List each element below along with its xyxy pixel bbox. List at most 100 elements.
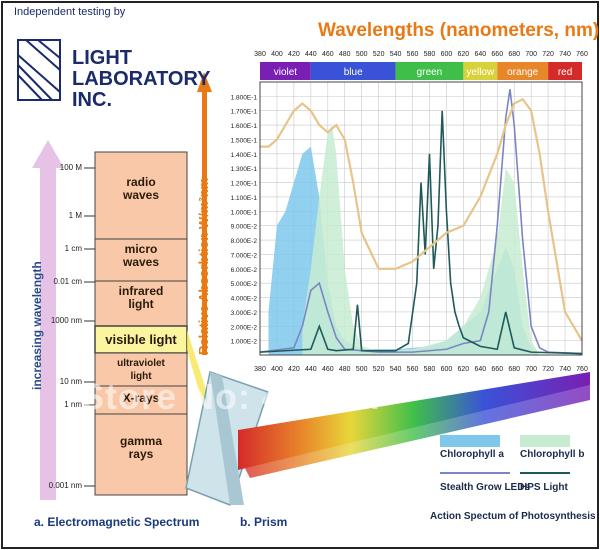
x-tick-bottom: 520 bbox=[373, 366, 385, 373]
color-band-label: blue bbox=[344, 67, 363, 78]
y-tick-label: 6.000E-2 bbox=[231, 267, 258, 274]
scale-mark: 1 M bbox=[68, 211, 82, 220]
x-tick-top: 660 bbox=[491, 51, 503, 58]
y-tick-label: 1.100E-1 bbox=[231, 195, 258, 202]
x-tick-bottom: 580 bbox=[424, 366, 436, 373]
scale-mark: 0.01 cm bbox=[53, 277, 82, 286]
legend-label: Chlorophyll a bbox=[440, 449, 504, 460]
x-tick-bottom: 760 bbox=[576, 366, 588, 373]
absorbtion-arrow bbox=[197, 72, 212, 355]
y-tick-label: 5.000E-2 bbox=[231, 281, 258, 288]
scale-ticks bbox=[84, 167, 95, 487]
series-line-action-specrum-of-photosynthesis bbox=[260, 97, 583, 342]
color-band-green bbox=[395, 62, 464, 80]
band-label: radio waves bbox=[122, 175, 160, 202]
x-tick-top: 440 bbox=[305, 51, 317, 58]
color-band-label: red bbox=[558, 67, 572, 78]
scale-mark: 10 nm bbox=[59, 377, 82, 386]
y-tick-label: 1.200E-1 bbox=[231, 181, 258, 188]
x-tick-top: 640 bbox=[474, 51, 486, 58]
x-tick-bottom: 600 bbox=[441, 366, 453, 373]
x-tick-bottom: 440 bbox=[305, 366, 317, 373]
band-label: gamma rays bbox=[119, 434, 163, 461]
legend-label: Stealth Grow LEDs bbox=[440, 482, 531, 493]
x-tick-top: 680 bbox=[508, 51, 520, 58]
y-tick-label: 8.000E-2 bbox=[231, 238, 258, 245]
color-band-label: green bbox=[417, 67, 443, 78]
series-line-hps-light bbox=[259, 110, 583, 355]
scale-mark: 1 cm bbox=[64, 244, 82, 253]
scale-mark: 0.001 nm bbox=[48, 481, 82, 490]
band-label: visible light bbox=[105, 332, 177, 347]
series-area-chlorophyll-b bbox=[302, 125, 540, 356]
chart-ylabel: Relative Absorbtion W/m²nm bbox=[196, 177, 211, 355]
y-tick-label: 1.300E-1 bbox=[231, 166, 258, 173]
band-label: X-rays bbox=[122, 391, 160, 405]
y-tick-label: 9.000E-2 bbox=[231, 224, 258, 231]
x-tick-top: 740 bbox=[559, 51, 571, 58]
y-tick-label: 1.400E-1 bbox=[231, 152, 258, 159]
legend-label: HPS Light bbox=[520, 482, 568, 493]
store-watermark: Store No: 410257 bbox=[80, 376, 389, 417]
x-tick-top: 460 bbox=[322, 51, 334, 58]
band-label: micro waves bbox=[122, 242, 160, 269]
x-tick-bottom: 400 bbox=[271, 366, 283, 373]
color-band-label: yellow bbox=[466, 67, 495, 78]
x-tick-bottom: 740 bbox=[559, 366, 571, 373]
y-tick-label: 1.700E-1 bbox=[231, 109, 258, 116]
x-tick-bottom: 620 bbox=[458, 366, 470, 373]
logo-mark-icon bbox=[17, 39, 61, 101]
y-tick-label: 1.500E-1 bbox=[231, 137, 258, 144]
y-tick-label: 1.000E-2 bbox=[231, 339, 258, 346]
band-label: infrared light bbox=[118, 284, 164, 311]
x-tick-top: 560 bbox=[407, 51, 419, 58]
x-tick-top: 760 bbox=[576, 51, 588, 58]
band-label: ultraviolet light bbox=[117, 358, 165, 382]
x-tick-bottom: 720 bbox=[542, 366, 554, 373]
x-tick-bottom: 560 bbox=[407, 366, 419, 373]
x-tick-top: 380 bbox=[254, 51, 266, 58]
y-tick-label: 1.600E-1 bbox=[231, 123, 258, 130]
legend-swatch bbox=[520, 435, 570, 447]
x-tick-bottom: 700 bbox=[525, 366, 537, 373]
y-tick-label: 1.800E-1 bbox=[231, 94, 258, 101]
x-tick-bottom: 500 bbox=[356, 366, 368, 373]
logo-line-1: LIGHT bbox=[72, 47, 132, 69]
x-tick-bottom: 680 bbox=[508, 366, 520, 373]
x-tick-top: 600 bbox=[441, 51, 453, 58]
legend-swatch bbox=[440, 435, 500, 447]
x-tick-top: 580 bbox=[424, 51, 436, 58]
legend-swatch bbox=[440, 472, 510, 474]
x-tick-bottom: 480 bbox=[339, 366, 351, 373]
color-band-red bbox=[548, 62, 582, 80]
logo-line-3: INC. bbox=[72, 89, 112, 111]
x-tick-bottom: 640 bbox=[474, 366, 486, 373]
x-tick-top: 540 bbox=[390, 51, 402, 58]
x-tick-top: 720 bbox=[542, 51, 554, 58]
y-tick-label: 7.000E-2 bbox=[231, 252, 258, 259]
legend-swatch bbox=[520, 472, 570, 474]
color-band-orange bbox=[497, 62, 549, 80]
wavelength-arrow bbox=[32, 140, 64, 500]
color-band-label: violet bbox=[274, 67, 298, 78]
em-caption: a. Electromagnetic Spectrum bbox=[34, 515, 200, 529]
x-tick-top: 420 bbox=[288, 51, 300, 58]
x-tick-bottom: 460 bbox=[322, 366, 334, 373]
y-tick-label: 1.000E-1 bbox=[231, 209, 258, 216]
logo-line-2: LABORATORY bbox=[72, 68, 211, 90]
x-tick-top: 620 bbox=[458, 51, 470, 58]
banner-tagline: Independent testing by bbox=[14, 6, 126, 18]
y-tick-label: 2.000E-2 bbox=[231, 324, 258, 331]
series-line-stealth-grow-leds bbox=[259, 89, 583, 355]
x-tick-bottom: 380 bbox=[254, 366, 266, 373]
scale-mark: 100 M bbox=[59, 163, 82, 172]
band-stack bbox=[94, 151, 188, 496]
chart-title: Wavelengths (nanometers, nm) bbox=[318, 20, 600, 41]
x-tick-bottom: 660 bbox=[491, 366, 503, 373]
prism-caption: b. Prism bbox=[240, 515, 288, 529]
x-tick-top: 700 bbox=[525, 51, 537, 58]
x-tick-top: 480 bbox=[339, 51, 351, 58]
color-band-label: orange bbox=[507, 67, 539, 78]
